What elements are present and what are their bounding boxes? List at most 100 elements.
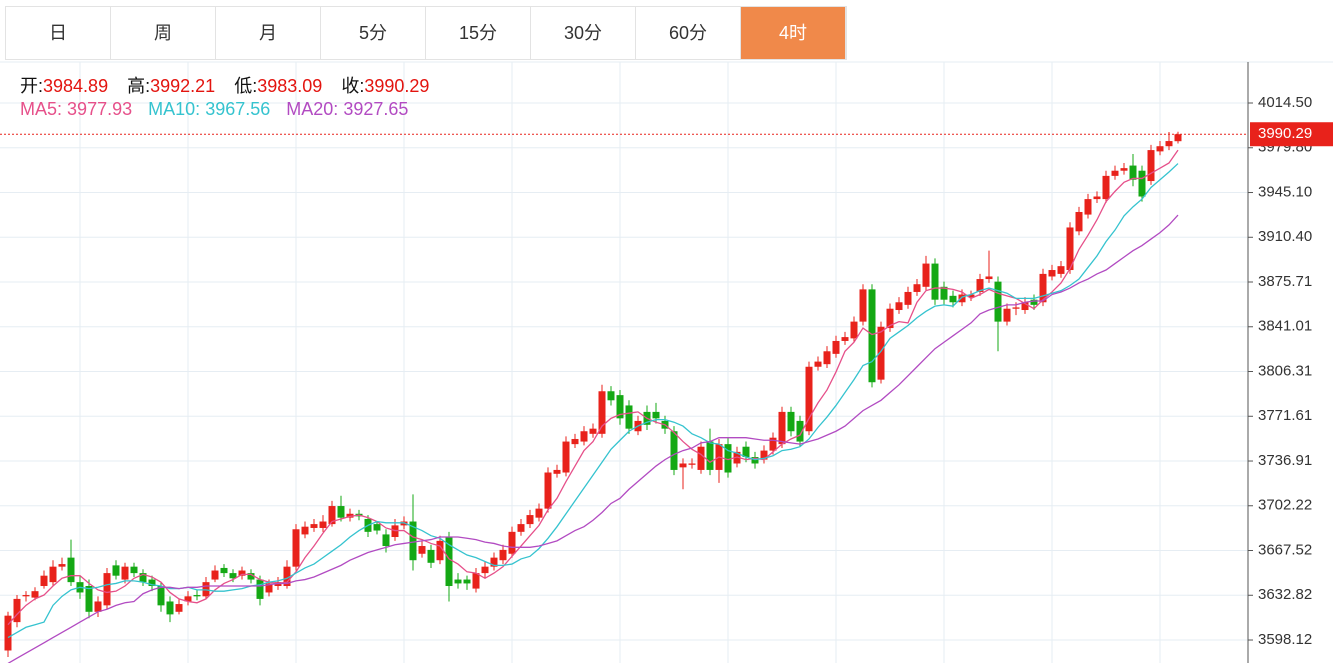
y-tick-label: 4014.50 — [1258, 94, 1312, 111]
candle-body — [544, 472, 552, 509]
y-tick-label: 3841.01 — [1258, 318, 1312, 335]
candle-body — [976, 279, 984, 292]
candle-body — [247, 573, 255, 580]
candle-body — [328, 506, 336, 525]
tab[interactable]: 月 — [216, 7, 321, 59]
candle-body — [886, 308, 894, 329]
tab[interactable]: 15分 — [426, 7, 531, 59]
candle-body — [22, 595, 30, 597]
ma-legend-item: MA20: 3927.65 — [286, 99, 408, 119]
candle-body — [1147, 150, 1155, 182]
y-tick-label: 3598.12 — [1258, 631, 1312, 648]
candle-body — [1102, 175, 1110, 200]
period-tabs: 日 周 月 5分 15分 30分 60分 4时 — [5, 6, 847, 60]
candle-body — [193, 595, 201, 597]
candle-body — [283, 566, 291, 587]
candle-body — [769, 437, 777, 451]
tab[interactable]: 60分 — [636, 7, 741, 59]
candle-body — [1012, 307, 1020, 309]
separator: : — [252, 76, 258, 96]
candle-body — [760, 450, 768, 460]
candle-body — [652, 411, 660, 419]
candle-body — [499, 549, 507, 561]
tab[interactable]: 5分 — [321, 7, 426, 59]
candle-body — [292, 529, 300, 567]
candle-body — [562, 441, 570, 473]
candle-body — [778, 411, 786, 445]
candle-body — [175, 604, 183, 612]
candle-body — [436, 540, 444, 561]
candle-body — [823, 351, 831, 365]
ma-legend: MA5: 3977.93 MA10: 3967.56 MA20: 3927.65 — [20, 99, 424, 120]
candle-body — [508, 531, 516, 554]
candle-body — [166, 601, 174, 615]
candle-body — [67, 557, 75, 583]
candle-body — [112, 565, 120, 576]
candle-body — [1156, 146, 1164, 152]
separator: : — [333, 99, 339, 119]
candle-body — [463, 579, 471, 584]
ohlc-value: 3984.89 — [43, 76, 109, 96]
candle-body — [1120, 168, 1128, 171]
candle-body — [238, 570, 246, 576]
ma-value: 3927.65 — [343, 99, 409, 119]
candle-body — [985, 276, 993, 280]
ma-value: 3967.56 — [205, 99, 271, 119]
candle-body — [553, 469, 561, 474]
candle-body — [670, 431, 678, 470]
candle-body — [229, 573, 237, 579]
candle-body — [301, 526, 309, 535]
candle-body — [949, 295, 957, 303]
candle-body — [427, 549, 435, 563]
candle-body — [1129, 165, 1137, 180]
ohlc-value: 3983.09 — [257, 76, 323, 96]
ma-name: MA10 — [148, 99, 196, 119]
tab[interactable]: 周 — [111, 7, 216, 59]
ohlc-label: 收 — [341, 76, 360, 96]
y-tick-label: 3945.10 — [1258, 183, 1312, 200]
candle-body — [931, 263, 939, 300]
candle-body — [157, 586, 165, 606]
candle-body — [841, 337, 849, 341]
candle-body — [40, 575, 48, 587]
candle-body — [832, 340, 840, 354]
candle-body — [742, 446, 750, 458]
ma-legend-item: MA10: 3967.56 — [148, 99, 270, 119]
candle-body — [103, 573, 111, 606]
ma-line — [7, 149, 1179, 626]
price-tag — [1250, 122, 1333, 147]
candle-body — [517, 524, 525, 532]
candle-body — [1066, 227, 1074, 271]
y-tick-label: 3702.22 — [1258, 497, 1312, 514]
candle-body — [958, 294, 966, 303]
candle-body — [922, 263, 930, 287]
candle-body — [1093, 196, 1101, 200]
candle-body — [1075, 211, 1083, 232]
separator: : — [359, 76, 365, 96]
tab[interactable]: 30分 — [531, 7, 636, 59]
candle-body — [1048, 270, 1056, 277]
candle-body — [1174, 134, 1182, 142]
y-tick-label: 3667.52 — [1258, 541, 1312, 558]
candle-body — [580, 431, 588, 442]
tab[interactable]: 4时 — [741, 7, 846, 59]
ma-legend-item: MA5: 3977.93 — [20, 99, 132, 119]
candle-body — [625, 405, 633, 429]
tab[interactable]: 日 — [6, 7, 111, 59]
ma-value: 3977.93 — [67, 99, 133, 119]
candle-body — [4, 615, 12, 651]
candle-body — [382, 534, 390, 547]
candle-body — [679, 463, 687, 468]
candle-body — [571, 438, 579, 445]
ohlc-value: 3990.29 — [364, 76, 430, 96]
candle-body — [787, 411, 795, 432]
ohlc-label: 高 — [127, 76, 146, 96]
plot — [4, 131, 1182, 663]
ohlc-header: 开:3984.89 高:3992.21 低:3983.09 收:3990.29 — [20, 72, 443, 98]
candle-body — [994, 281, 1002, 322]
candle-body — [877, 326, 885, 380]
candle-body — [121, 566, 129, 580]
candle-body — [589, 428, 597, 434]
